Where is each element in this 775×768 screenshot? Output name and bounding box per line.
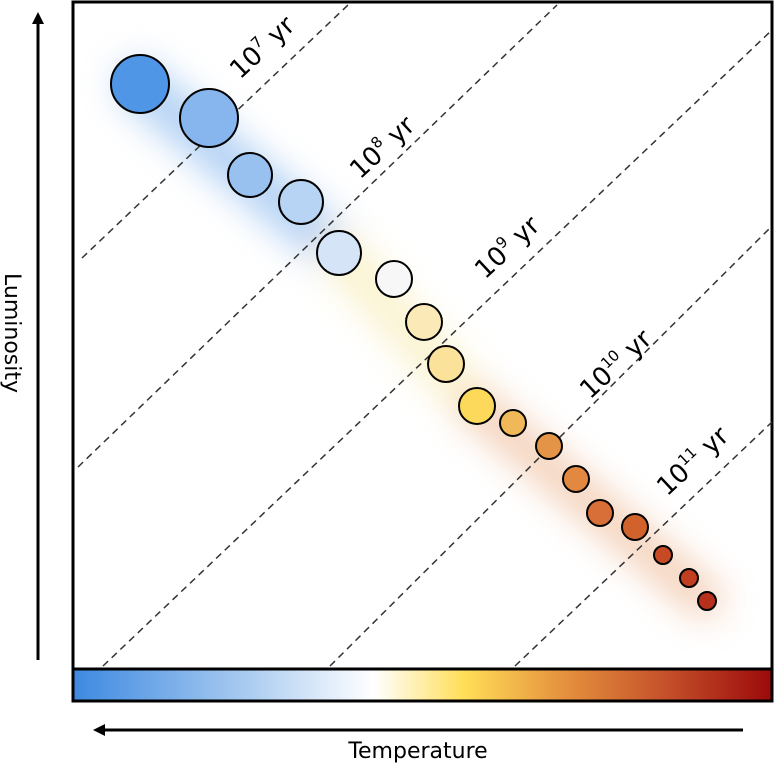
star-7 [405,303,443,341]
star-3 [227,152,273,198]
star-2 [179,88,239,148]
star-9 [458,387,496,425]
star-4 [278,179,324,225]
star-14 [621,513,649,541]
star-5 [316,230,362,276]
isochrone-line-1e8 [77,4,558,468]
star-6 [375,260,413,298]
temperature-color-bar [71,667,774,703]
star-1 [110,54,170,114]
main-sequence-stars [110,54,717,611]
star-10 [499,409,527,437]
star-13 [586,499,614,527]
star-16 [679,568,699,588]
luminosity-label: Luminosity [0,273,24,393]
star-17 [697,591,717,611]
star-11 [535,432,563,460]
isochrone-line-1e10 [329,225,773,667]
star-15 [653,545,673,565]
temperature-label: Temperature [347,739,487,764]
star-8 [427,345,465,383]
star-12 [562,465,590,493]
